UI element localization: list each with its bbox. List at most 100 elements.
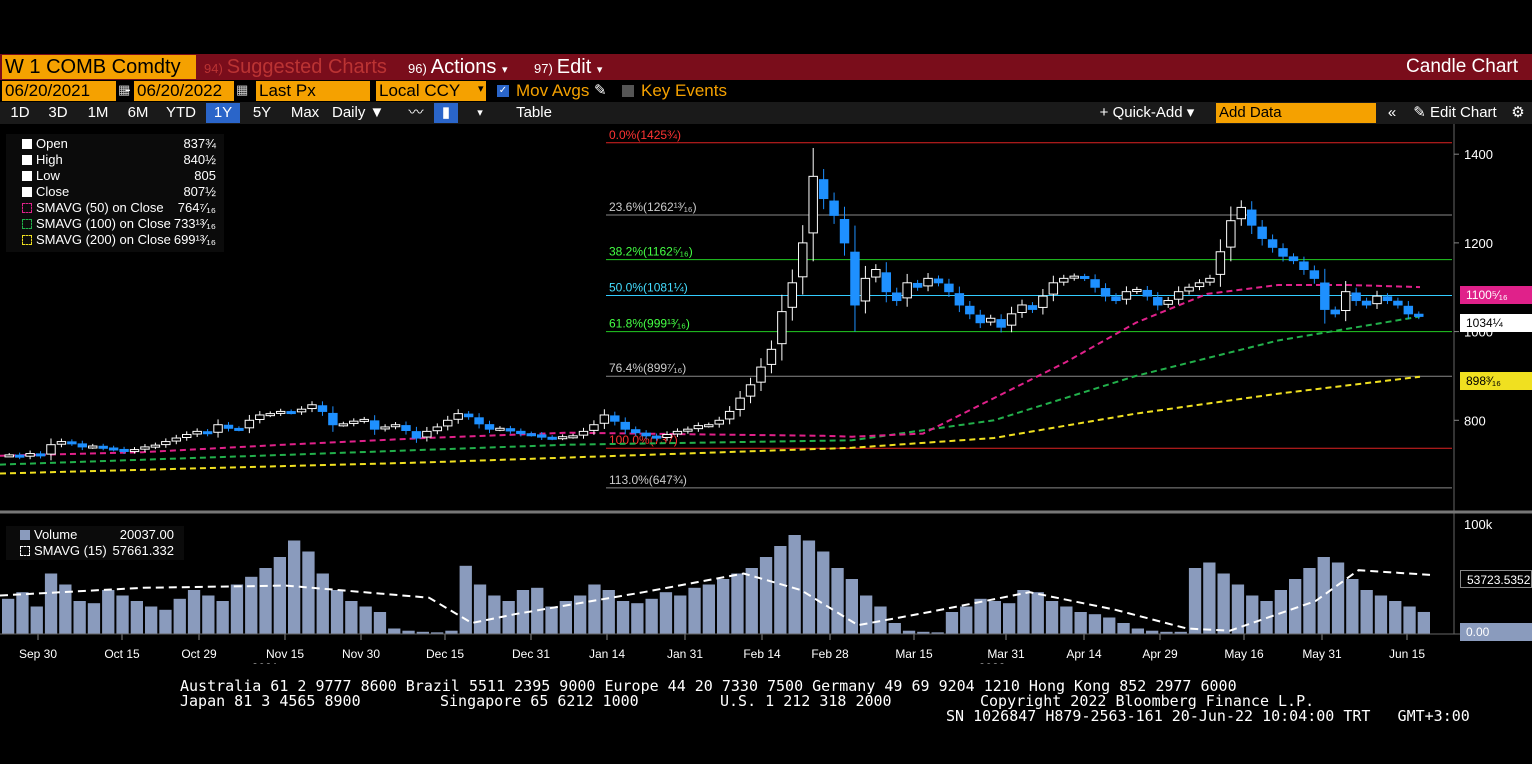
start-date-input[interactable]: 06/20/2021 [2, 81, 116, 101]
key-events-checkbox[interactable] [622, 85, 634, 97]
line-chart-icon[interactable]: 〰 [408, 104, 424, 121]
swatch [22, 203, 32, 213]
period-3d[interactable]: 3D [48, 104, 68, 121]
candle-body [975, 314, 985, 324]
edit-chart-button[interactable]: ✎ Edit Chart [1413, 104, 1497, 121]
candle-body [1309, 270, 1320, 279]
menu-number: 94) [204, 61, 223, 76]
field-select[interactable]: Last Px [256, 81, 370, 101]
candle-body [662, 433, 672, 439]
suggested-charts-menu[interactable]: 94) Suggested Charts [204, 55, 387, 79]
legend-high: High 840½ [22, 152, 222, 168]
footer-phones-singapore: Singapore 65 6212 1000 [440, 692, 639, 710]
candle-chart-icon[interactable]: ▮ [434, 103, 458, 123]
edit-menu[interactable]: 97) Edit ▾ [534, 55, 602, 79]
chart-type-title: Candle Chart [1406, 56, 1518, 77]
ticker-field[interactable]: W 1 COMB Comdty [2, 55, 196, 79]
table-button[interactable]: Table [516, 104, 552, 121]
price-chart[interactable]: 0.0%(1425¾) 23.6%(1262¹³⁄₁₆) 38.2%(1162⁵⁄₁… [0, 124, 1532, 664]
candle-body [1278, 248, 1288, 257]
sma50-price-tag: 1100⁵⁄₁₆ [1460, 286, 1532, 304]
candle-body [171, 437, 181, 442]
candle-body [1257, 226, 1267, 239]
currency-select[interactable]: Local CCY [376, 81, 486, 101]
volume-bar [402, 630, 415, 634]
candle-body [745, 384, 756, 397]
candle-body [1121, 291, 1132, 300]
volume-panel: 100k0.00 [0, 517, 1493, 642]
volume-bar [359, 606, 372, 634]
candle-body [798, 242, 808, 278]
candle-body [401, 425, 411, 431]
candle-body [119, 448, 129, 452]
volume-bar [1031, 592, 1044, 634]
volume-bar [960, 606, 973, 634]
collapse-icon[interactable]: « [1387, 104, 1397, 121]
candle-body [996, 319, 1006, 328]
pencil-icon[interactable]: ✎ [594, 82, 607, 99]
footer-session: SN 1026847 H879-2563-161 20-Jun-22 10:04… [946, 707, 1470, 725]
mov-avgs-checkbox[interactable]: ✓ [497, 85, 509, 97]
candle-body [683, 428, 693, 432]
volume-bar [1174, 631, 1187, 634]
period-ytd[interactable]: YTD [166, 104, 196, 121]
candle-body [25, 453, 35, 457]
candle-body [944, 283, 954, 293]
volume-bar [44, 573, 58, 634]
volume-bar [516, 590, 530, 634]
candle-body [495, 427, 505, 431]
volume-bar [902, 630, 916, 634]
gear-icon[interactable]: ⚙ [1511, 104, 1525, 121]
period-1d[interactable]: 1D [10, 104, 30, 121]
time-axis: Sep 30 Oct 15 Oct 29 Nov 15 Nov 30 Dec 15 Dec … [0, 633, 1532, 664]
x-tick-label: Oct 15 [104, 647, 140, 661]
actions-menu[interactable]: 96) Actions ▾ [408, 55, 507, 79]
candle-body [296, 408, 307, 413]
volume-bar [860, 595, 873, 634]
volume-bar [330, 590, 344, 634]
volume-bar [1331, 562, 1345, 634]
chevron-down-icon[interactable]: ▾ [477, 107, 483, 119]
period-1m[interactable]: 1M [87, 104, 109, 121]
candle-body [892, 292, 902, 302]
volume-bar [1146, 630, 1159, 634]
legend-label: Open [36, 136, 68, 151]
header-bar [0, 54, 1532, 80]
calendar-icon[interactable]: ▦ [118, 82, 131, 97]
swatch [22, 187, 32, 197]
candle-body [317, 405, 328, 412]
calendar-icon[interactable]: ▦ [236, 82, 249, 97]
candle-body [150, 444, 161, 448]
legend-label: High [36, 152, 63, 167]
x-tick-label: Jun 15 [1389, 647, 1425, 661]
candle-body [182, 433, 192, 439]
menu-label: Edit [556, 56, 592, 78]
period-6m[interactable]: 6M [127, 104, 149, 121]
fib-label: 38.2%(1162⁵⁄₁₆) [609, 245, 693, 259]
volume-bar [616, 601, 630, 634]
volume-bar [559, 601, 572, 634]
period-1y[interactable]: 1Y [206, 103, 240, 123]
volume-bar [416, 631, 429, 634]
moving-averages [0, 284, 1421, 475]
add-data-input[interactable]: Add Data [1216, 103, 1376, 123]
end-date-input[interactable]: 06/20/2022 [134, 81, 234, 101]
volume-bar [745, 568, 758, 634]
swatch [20, 530, 30, 540]
volume-bar [988, 601, 1001, 634]
volume-bar [1389, 601, 1402, 634]
volume-bar [59, 584, 72, 634]
candle-body [787, 282, 798, 308]
volume-bar [1217, 573, 1230, 634]
interval-select[interactable]: Daily ▼ [332, 104, 385, 121]
period-max[interactable]: Max [290, 104, 320, 121]
x-tick-label: Jan 14 [589, 647, 625, 661]
legend-label: SMAVG (100) on Close [36, 216, 171, 231]
volume-legend: Volume 20037.00 SMAVG (15) 57661.332 [6, 526, 184, 560]
volume-bar [1303, 568, 1316, 634]
candle-body [839, 219, 850, 244]
chevron-down-icon[interactable]: ▾ [478, 83, 484, 95]
quick-add-button[interactable]: + Quick-Add ▾ [1099, 104, 1195, 121]
period-5y[interactable]: 5Y [252, 104, 272, 121]
